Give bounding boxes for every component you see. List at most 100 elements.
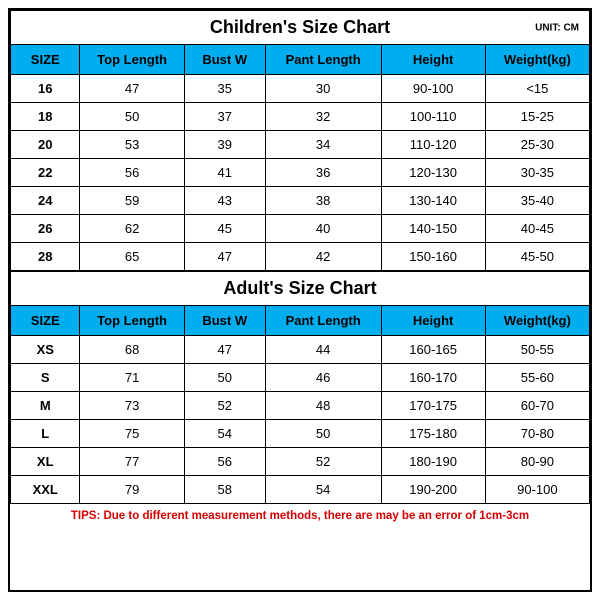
cell-top: 77 — [80, 448, 184, 476]
page: Children's Size Chart UNIT: CM SIZE Top … — [0, 0, 600, 600]
cell-top: 53 — [80, 131, 184, 159]
cell-top: 56 — [80, 159, 184, 187]
cell-height: 100-110 — [381, 103, 485, 131]
cell-pant: 42 — [265, 243, 381, 271]
cell-bust: 47 — [184, 243, 265, 271]
cell-bust: 37 — [184, 103, 265, 131]
col-pant: Pant Length — [265, 306, 381, 336]
col-weight: Weight(kg) — [485, 306, 589, 336]
cell-pant: 44 — [265, 336, 381, 364]
cell-top: 79 — [80, 476, 184, 504]
cell-size: XS — [11, 336, 80, 364]
table-row: M735248170-17560-70 — [11, 392, 590, 420]
cell-size: S — [11, 364, 80, 392]
cell-weight: 15-25 — [485, 103, 589, 131]
cell-bust: 56 — [184, 448, 265, 476]
cell-pant: 48 — [265, 392, 381, 420]
cell-height: 160-170 — [381, 364, 485, 392]
table-row: L755450175-18070-80 — [11, 420, 590, 448]
cell-size: 24 — [11, 187, 80, 215]
col-bust: Bust W — [184, 306, 265, 336]
col-top: Top Length — [80, 306, 184, 336]
cell-pant: 54 — [265, 476, 381, 504]
table-row: S715046160-17055-60 — [11, 364, 590, 392]
cell-top: 62 — [80, 215, 184, 243]
cell-height: 150-160 — [381, 243, 485, 271]
cell-top: 65 — [80, 243, 184, 271]
cell-top: 71 — [80, 364, 184, 392]
chart-frame: Children's Size Chart UNIT: CM SIZE Top … — [8, 8, 592, 592]
cell-height: 140-150 — [381, 215, 485, 243]
cell-bust: 47 — [184, 336, 265, 364]
cell-size: 22 — [11, 159, 80, 187]
cell-weight: <15 — [485, 75, 589, 103]
col-height: Height — [381, 45, 485, 75]
col-top: Top Length — [80, 45, 184, 75]
cell-top: 59 — [80, 187, 184, 215]
col-size: SIZE — [11, 45, 80, 75]
col-bust: Bust W — [184, 45, 265, 75]
cell-size: XXL — [11, 476, 80, 504]
col-size: SIZE — [11, 306, 80, 336]
cell-pant: 30 — [265, 75, 381, 103]
cell-weight: 80-90 — [485, 448, 589, 476]
col-weight: Weight(kg) — [485, 45, 589, 75]
cell-bust: 54 — [184, 420, 265, 448]
cell-bust: 41 — [184, 159, 265, 187]
cell-height: 170-175 — [381, 392, 485, 420]
cell-pant: 40 — [265, 215, 381, 243]
cell-pant: 38 — [265, 187, 381, 215]
cell-height: 110-120 — [381, 131, 485, 159]
cell-size: M — [11, 392, 80, 420]
cell-bust: 58 — [184, 476, 265, 504]
cell-weight: 30-35 — [485, 159, 589, 187]
cell-height: 180-190 — [381, 448, 485, 476]
cell-bust: 43 — [184, 187, 265, 215]
adult-size-table: Adult's Size Chart SIZE Top Length Bust … — [10, 271, 590, 504]
cell-weight: 90-100 — [485, 476, 589, 504]
cell-weight: 50-55 — [485, 336, 589, 364]
cell-height: 90-100 — [381, 75, 485, 103]
cell-pant: 50 — [265, 420, 381, 448]
table-row: XS684744160-16550-55 — [11, 336, 590, 364]
cell-bust: 52 — [184, 392, 265, 420]
table-row: XXL795854190-20090-100 — [11, 476, 590, 504]
table-row: 22564136120-13030-35 — [11, 159, 590, 187]
cell-top: 73 — [80, 392, 184, 420]
cell-pant: 46 — [265, 364, 381, 392]
cell-size: 18 — [11, 103, 80, 131]
cell-size: 16 — [11, 75, 80, 103]
cell-height: 120-130 — [381, 159, 485, 187]
table-row: 18503732100-11015-25 — [11, 103, 590, 131]
cell-height: 160-165 — [381, 336, 485, 364]
cell-pant: 36 — [265, 159, 381, 187]
cell-weight: 70-80 — [485, 420, 589, 448]
cell-top: 75 — [80, 420, 184, 448]
cell-bust: 39 — [184, 131, 265, 159]
cell-height: 175-180 — [381, 420, 485, 448]
cell-weight: 25-30 — [485, 131, 589, 159]
adult-title: Adult's Size Chart — [223, 278, 376, 298]
cell-height: 130-140 — [381, 187, 485, 215]
table-row: 28654742150-16045-50 — [11, 243, 590, 271]
tips-note: TIPS: Due to different measurement metho… — [10, 504, 590, 526]
cell-top: 50 — [80, 103, 184, 131]
cell-weight: 35-40 — [485, 187, 589, 215]
cell-size: 28 — [11, 243, 80, 271]
cell-bust: 35 — [184, 75, 265, 103]
adult-header-row: SIZE Top Length Bust W Pant Length Heigh… — [11, 306, 590, 336]
cell-size: 26 — [11, 215, 80, 243]
cell-size: XL — [11, 448, 80, 476]
table-row: 20533934110-12025-30 — [11, 131, 590, 159]
col-height: Height — [381, 306, 485, 336]
cell-weight: 45-50 — [485, 243, 589, 271]
children-title-row: Children's Size Chart UNIT: CM — [11, 11, 590, 45]
children-title: Children's Size Chart — [210, 17, 390, 37]
cell-bust: 45 — [184, 215, 265, 243]
table-row: 1647353090-100<15 — [11, 75, 590, 103]
cell-size: 20 — [11, 131, 80, 159]
adult-title-row: Adult's Size Chart — [11, 272, 590, 306]
cell-weight: 55-60 — [485, 364, 589, 392]
table-row: XL775652180-19080-90 — [11, 448, 590, 476]
table-row: 24594338130-14035-40 — [11, 187, 590, 215]
